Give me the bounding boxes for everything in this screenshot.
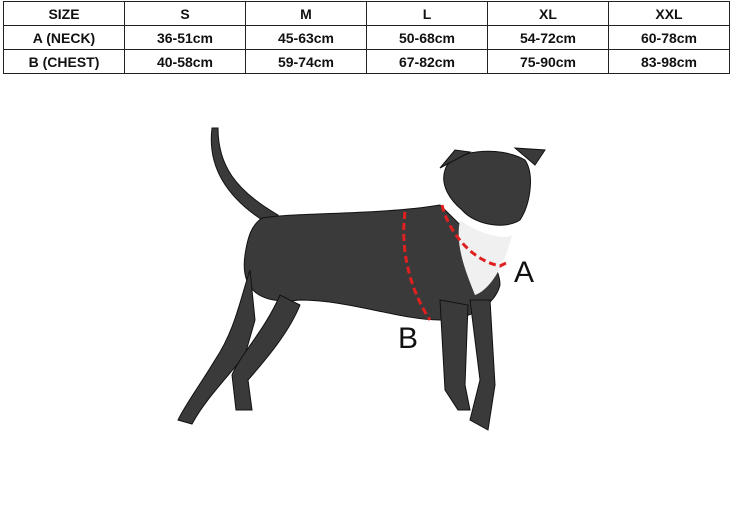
table-cell: 75-90cm [487, 49, 609, 74]
dog-front-leg [439, 299, 471, 411]
dog-ear-right [513, 147, 546, 166]
table-cell: 59-74cm [245, 49, 367, 74]
table-header-row: SIZE S M L XL XXL [3, 1, 730, 26]
header-cell: XXL [608, 1, 730, 26]
header-cell: S [124, 1, 246, 26]
table-cell: 60-78cm [608, 25, 730, 50]
dog-front-leg-2 [469, 299, 496, 431]
row-label: B (CHEST) [3, 49, 125, 74]
neck-measure-line-a [440, 204, 509, 268]
dog-hind-leg-2 [231, 294, 301, 411]
dog-head [443, 150, 531, 226]
header-cell: SIZE [3, 1, 125, 26]
chest-measure-line-b [402, 211, 432, 321]
table-cell: 67-82cm [366, 49, 488, 74]
dog-tail [210, 127, 279, 226]
dog-ear-left [439, 149, 472, 169]
row-label: A (NECK) [3, 25, 125, 50]
table-cell: 83-98cm [608, 49, 730, 74]
table-row-chest: B (CHEST) 40-58cm 59-74cm 67-82cm 75-90c… [3, 49, 730, 74]
table-cell: 54-72cm [487, 25, 609, 50]
size-chart-table: SIZE S M L XL XXL A (NECK) 36-51cm 45-63… [3, 1, 730, 74]
dog-hind-leg [177, 269, 256, 425]
header-cell: XL [487, 1, 609, 26]
label-b: B [398, 322, 419, 355]
label-a: A [514, 256, 535, 289]
dog-chest-white [458, 220, 512, 295]
